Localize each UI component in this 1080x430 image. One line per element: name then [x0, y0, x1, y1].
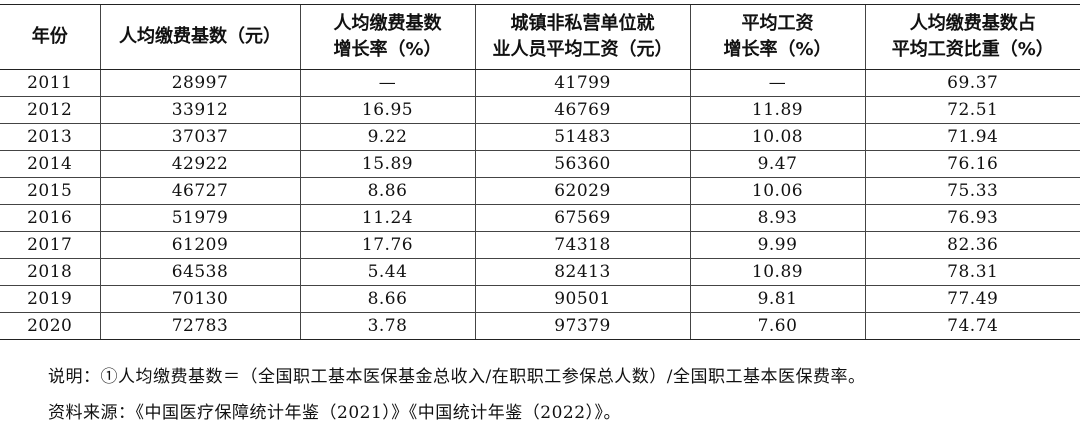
table-row: 2018 64538 5.44 82413 10.89 78.31	[0, 258, 1080, 286]
table-cell: 56360	[474, 150, 690, 178]
header-line: 人均缴费基数（元）	[119, 26, 281, 47]
table-cell: 2020	[0, 312, 100, 340]
table-body: 2011 28997—41799—69.37 2012 33912 16.95 46769…	[0, 69, 1080, 340]
note: 说明：①人均缴费基数＝（全国职工基本医保基金总收入/在职职工参保总人数）/全国职…	[48, 367, 866, 387]
table-cell: 2014	[0, 150, 100, 178]
header-cell: 人均缴费基数（元）	[99, 4, 300, 70]
table-header: 年份 人均缴费基数（元） 人均缴费基数 增长率（%） 城镇非私营单位就 业人员平均工资（元…	[0, 4, 1080, 70]
table-cell: 41799	[474, 69, 690, 97]
table-row: 2011 28997—41799—69.37	[0, 69, 1080, 97]
header-cell: 人均缴费基数占 平均工资比重（%）	[864, 4, 1080, 70]
table-cell: 82.36	[864, 231, 1080, 259]
table-cell: 2013	[0, 123, 100, 151]
table-cell: 5.44	[299, 258, 475, 286]
table-cell: 72783	[99, 312, 300, 340]
table-cell: 77.49	[864, 285, 1080, 313]
table-cell: 2011	[0, 69, 100, 97]
table-cell: 74.74	[864, 312, 1080, 340]
table-cell: 11.89	[689, 96, 865, 124]
table-cell: 10.06	[689, 177, 865, 205]
table-cell: 2018	[0, 258, 100, 286]
table-cell: 51979	[99, 204, 300, 232]
source: 资料来源：《中国医疗保障统计年鉴（2021）》《中国统计年鉴（2022）》。	[48, 403, 622, 423]
table-cell: 90501	[474, 285, 690, 313]
table-cell: 8.66	[299, 285, 475, 313]
table-cell: 17.76	[299, 231, 475, 259]
header-line: 年份	[31, 26, 68, 47]
table-cell: 7.60	[689, 312, 865, 340]
table-cell: 97379	[474, 312, 690, 340]
table-cell: 69.37	[864, 69, 1080, 97]
table-cell: 2012	[0, 96, 100, 124]
header-line: 人均缴费基数占	[909, 13, 1036, 34]
header-line: 业人员平均工资（元）	[492, 39, 673, 60]
table-cell: 9.99	[689, 231, 865, 259]
header-line: 人均缴费基数	[333, 13, 442, 34]
table-row: 2016 51979 11.24 67569 8.93 76.93	[0, 204, 1080, 232]
table-cell: 15.89	[299, 150, 475, 178]
table-cell: 70130	[99, 285, 300, 313]
table-cell: 8.86	[299, 177, 475, 205]
header-cell: 年份	[0, 4, 100, 70]
table-cell: 28997	[99, 69, 300, 97]
table-cell: —	[689, 69, 865, 97]
header-cell: 人均缴费基数 增长率（%）	[299, 4, 475, 70]
table-cell: 2016	[0, 204, 100, 232]
table-cell: 3.78	[299, 312, 475, 340]
table-cell: 74318	[474, 231, 690, 259]
table-row: 2012 33912 16.95 46769 11.89 72.51	[0, 96, 1080, 124]
header-row: 年份 人均缴费基数（元） 人均缴费基数 增长率（%） 城镇非私营单位就 业人员平均工资（元…	[0, 4, 1080, 70]
table-row: 2015 46727 8.86 62029 10.06 75.33	[0, 177, 1080, 205]
table-cell: 10.08	[689, 123, 865, 151]
table-cell: 76.93	[864, 204, 1080, 232]
table-cell: 16.95	[299, 96, 475, 124]
table-cell: 51483	[474, 123, 690, 151]
table-cell: 2015	[0, 177, 100, 205]
table-cell: 61209	[99, 231, 300, 259]
table-cell: 9.22	[299, 123, 475, 151]
table-cell: 72.51	[864, 96, 1080, 124]
table-cell: 8.93	[689, 204, 865, 232]
header-line: 增长率（%）	[333, 39, 442, 60]
header-line: 增长率（%）	[723, 39, 832, 60]
header-cell: 平均工资增长率（%）	[689, 4, 865, 70]
table-cell: 76.16	[864, 150, 1080, 178]
table-row: 2019 70130 8.66 90501 9.81 77.49	[0, 285, 1080, 313]
header-cell: 城镇非私营单位就 业人员平均工资（元）	[474, 4, 690, 70]
table-cell: 33912	[99, 96, 300, 124]
table-cell: 46769	[474, 96, 690, 124]
table-cell: —	[299, 69, 475, 97]
table-cell: 67569	[474, 204, 690, 232]
table-cell: 75.33	[864, 177, 1080, 205]
table-cell: 37037	[99, 123, 300, 151]
data-table: 年份 人均缴费基数（元） 人均缴费基数 增长率（%） 城镇非私营单位就 业人员平均工资（元…	[0, 4, 1080, 340]
table-cell: 2017	[0, 231, 100, 259]
table-cell: 82413	[474, 258, 690, 286]
table-cell: 9.47	[689, 150, 865, 178]
table-row: 2020 72783 3.78 97379 7.60 74.74	[0, 312, 1080, 340]
table-cell: 11.24	[299, 204, 475, 232]
header-line: 平均工资	[741, 13, 814, 34]
table-cell: 42922	[99, 150, 300, 178]
table-cell: 78.31	[864, 258, 1080, 286]
table-row: 2017 61209 17.76 74318 9.99 82.36	[0, 231, 1080, 259]
table-cell: 64538	[99, 258, 300, 286]
table-cell: 71.94	[864, 123, 1080, 151]
table-row: 2013 37037 9.22 51483 10.08 71.94	[0, 123, 1080, 151]
header-line: 平均工资比重（%）	[891, 39, 1054, 60]
header-line: 城镇非私营单位就	[510, 13, 655, 34]
table-cell: 9.81	[689, 285, 865, 313]
table-cell: 2019	[0, 285, 100, 313]
table-cell: 46727	[99, 177, 300, 205]
table-row: 2014 42922 15.89 56360 9.47 76.16	[0, 150, 1080, 178]
table-cell: 10.89	[689, 258, 865, 286]
table-cell: 62029	[474, 177, 690, 205]
